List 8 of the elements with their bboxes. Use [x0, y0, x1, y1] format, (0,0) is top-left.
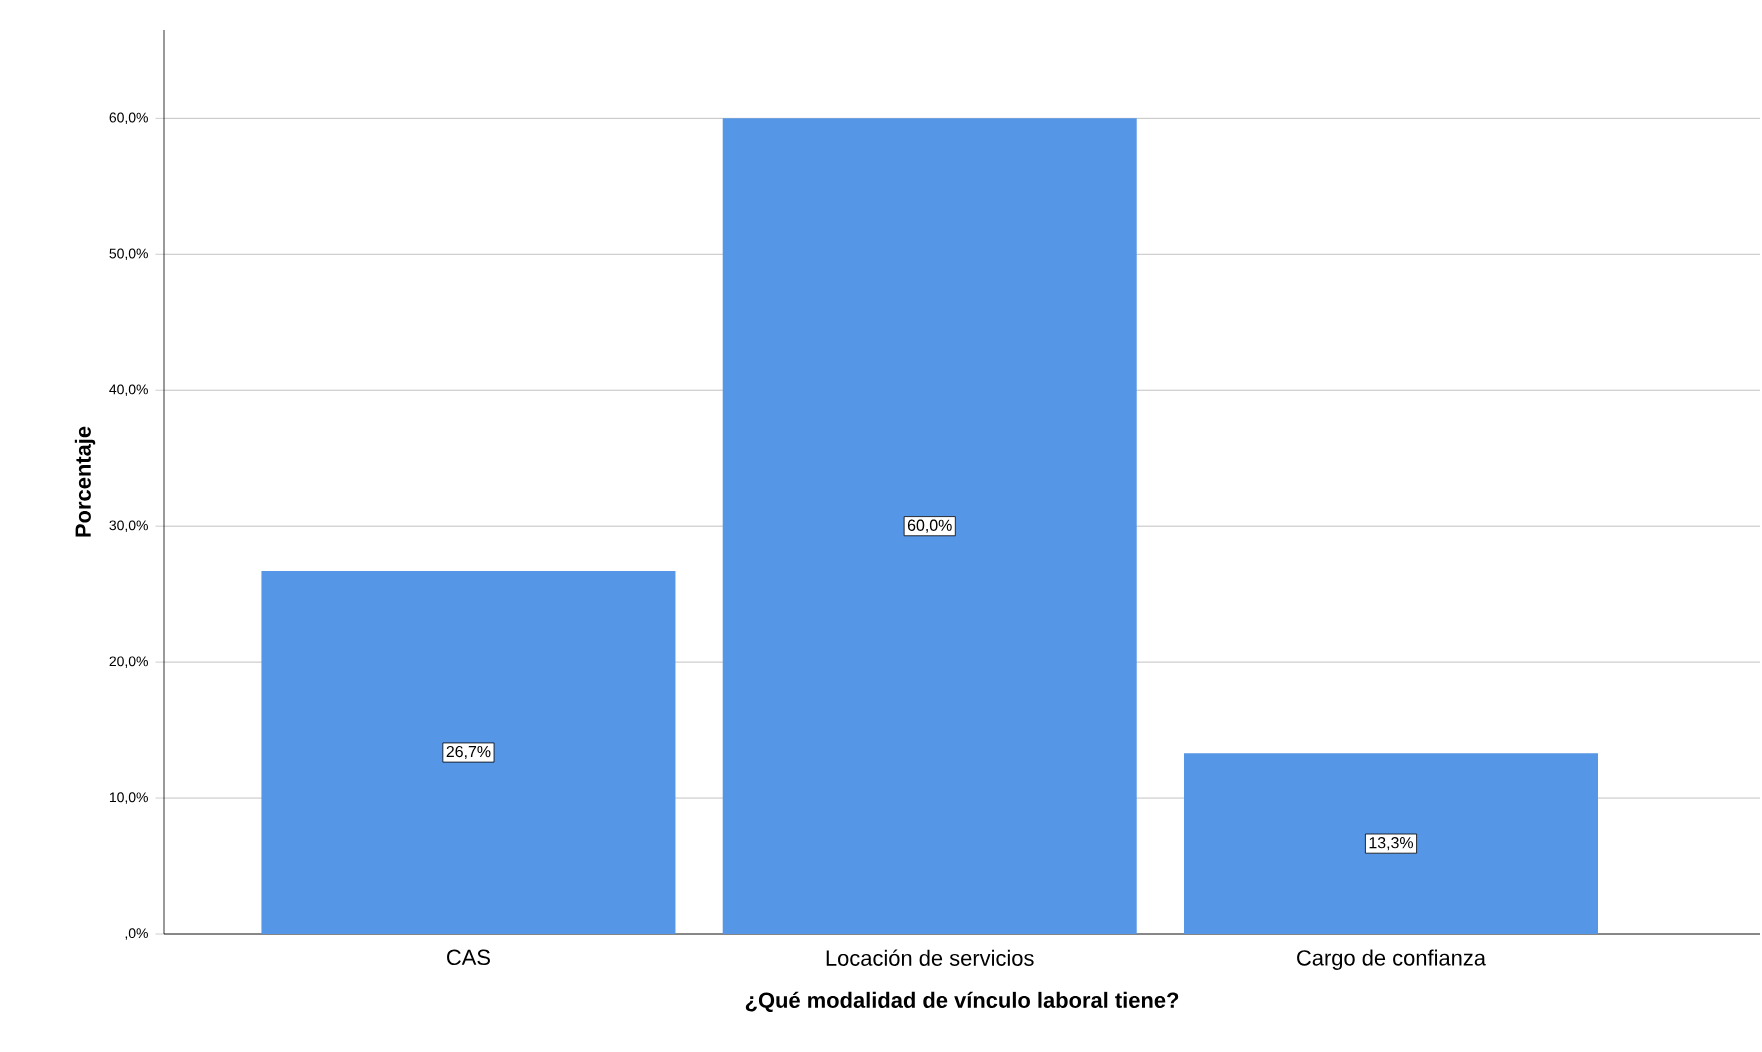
x-tick-label: CAS	[447, 949, 490, 966]
bar	[1183, 753, 1598, 934]
bar	[722, 118, 1137, 934]
x-tick-label: Locación de servicios	[826, 949, 1034, 966]
x-axis-title: ¿Qué modalidad de vínculo laboral tiene?	[745, 991, 1179, 1013]
bar	[261, 571, 676, 934]
y-axis-title: Porcentaje	[74, 426, 96, 537]
x-tick-label: Cargo de confianza	[1297, 949, 1486, 970]
